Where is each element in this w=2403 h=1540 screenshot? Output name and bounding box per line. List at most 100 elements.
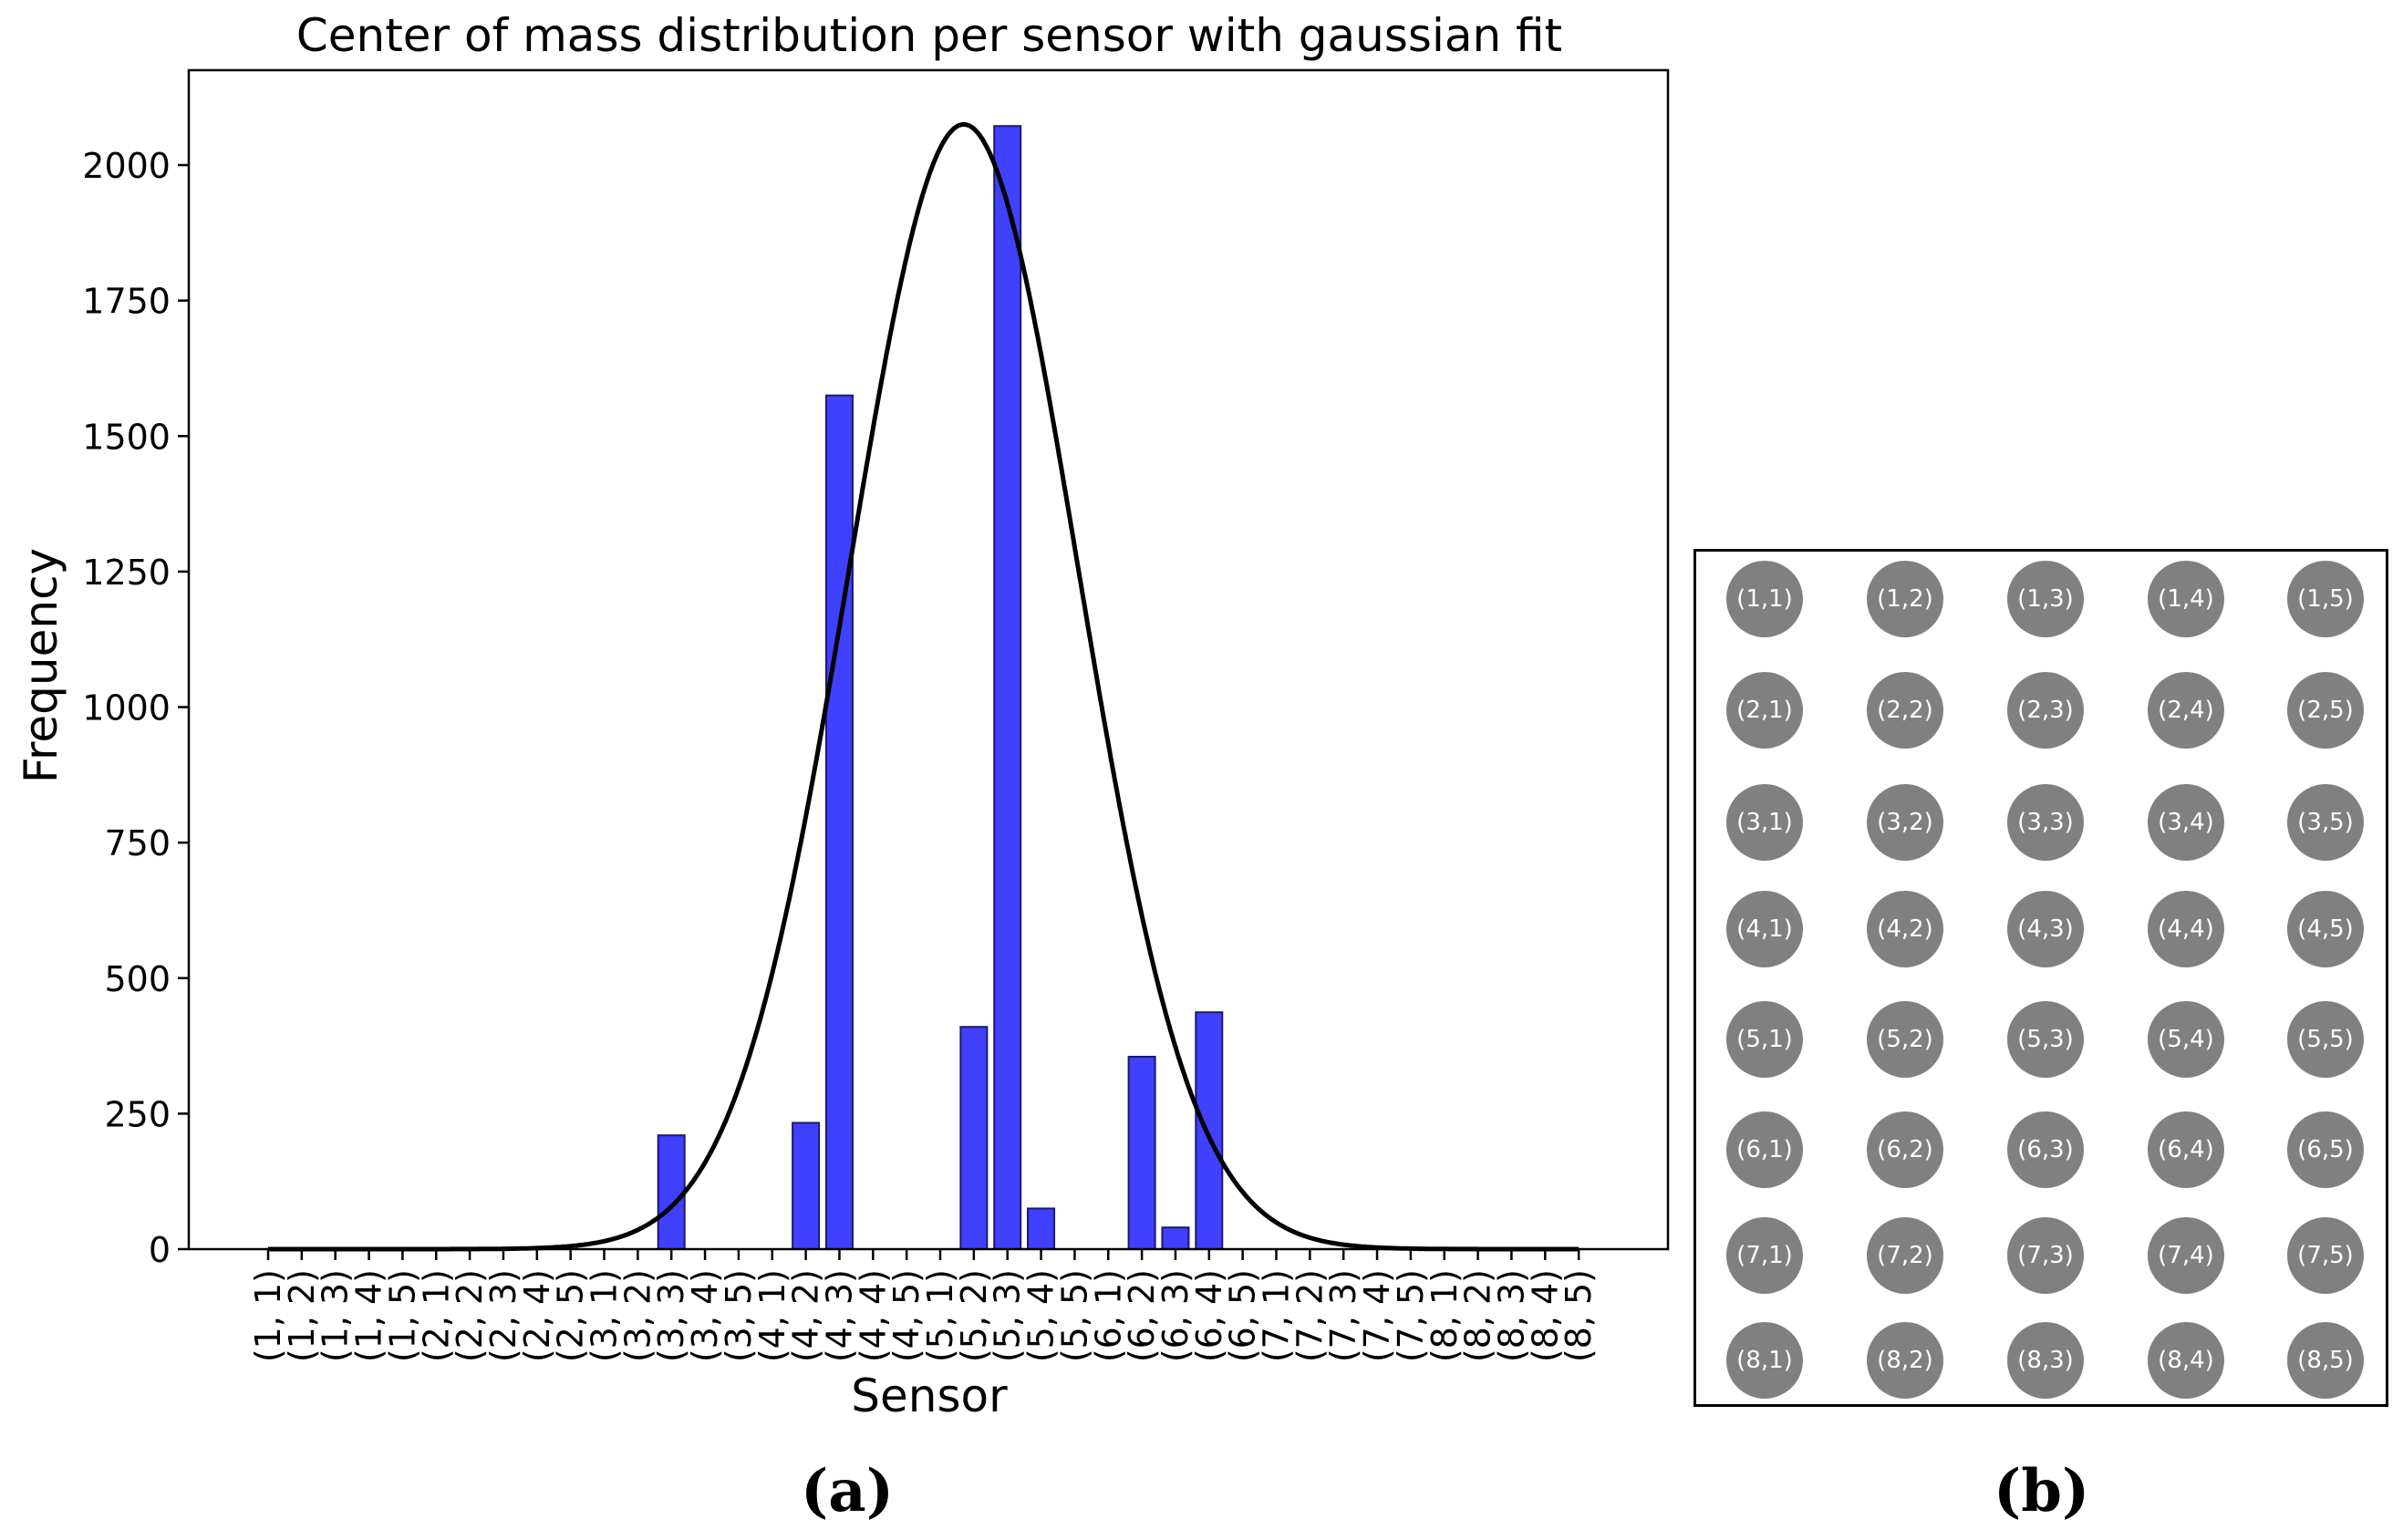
- x-tick-label: (1, 3): [316, 1269, 356, 1362]
- x-tick-label: (3, 5): [719, 1269, 759, 1362]
- x-axis-label: Sensor: [851, 1369, 1008, 1422]
- sensor-circle: (6,5): [2287, 1111, 2364, 1188]
- x-tick-label: (6, 4): [1189, 1269, 1229, 1362]
- x-tick-label: (6, 2): [1122, 1269, 1162, 1362]
- bar: [1127, 1055, 1156, 1250]
- sensor-circle: (4,1): [1726, 891, 1803, 967]
- chart-title: Center of mass distribution per sensor w…: [296, 9, 1562, 62]
- histogram-chart: Center of mass distribution per sensor w…: [15, 9, 1670, 1422]
- x-tick-label: (2, 3): [483, 1269, 523, 1362]
- sensor-circle: (6,1): [1726, 1111, 1803, 1188]
- sensor-circle: (5,3): [2007, 1001, 2084, 1078]
- x-tick-label: (5, 4): [1021, 1269, 1062, 1362]
- x-tick-label: (3, 2): [617, 1269, 658, 1362]
- bar: [959, 1026, 989, 1251]
- x-tick-label: (4, 1): [752, 1269, 792, 1362]
- x-tick-label: (4, 3): [819, 1269, 859, 1362]
- gaussian-fit-line: [268, 121, 1580, 1252]
- plot-frame: [187, 68, 1670, 1251]
- x-tick-label: (5, 1): [920, 1269, 960, 1362]
- x-tick-label: (7, 1): [1257, 1269, 1297, 1362]
- sensor-circle: (4,3): [2007, 891, 2084, 967]
- sensor-circle: (5,4): [2148, 1001, 2224, 1078]
- sensor-circle: (2,2): [1867, 672, 1943, 749]
- bar: [1027, 1207, 1056, 1251]
- y-tick-label: 2000: [82, 146, 171, 186]
- y-tick-label: 250: [104, 1094, 171, 1134]
- sensor-circle: (6,2): [1867, 1111, 1943, 1188]
- y-tick-label: 0: [149, 1230, 171, 1270]
- x-tick-label: (3, 1): [585, 1269, 625, 1362]
- sensor-circle: (5,5): [2287, 1001, 2364, 1078]
- sensor-circle: (4,5): [2287, 891, 2364, 967]
- sensor-circle: (3,2): [1867, 784, 1943, 861]
- sensor-circle: (1,2): [1867, 561, 1943, 637]
- x-tick-label: (5, 5): [1054, 1269, 1094, 1362]
- x-tick-label: (6, 3): [1155, 1269, 1196, 1362]
- x-tick-label: (8, 3): [1491, 1269, 1531, 1362]
- sensor-circle: (4,2): [1867, 891, 1943, 967]
- x-tick-label: (2, 5): [551, 1269, 591, 1362]
- x-tick-label: (1, 2): [282, 1269, 322, 1362]
- sensor-circle: (8,4): [2148, 1322, 2224, 1399]
- sensor-circle: (1,5): [2287, 561, 2364, 637]
- x-tick-label: (6, 1): [1088, 1269, 1128, 1362]
- sensor-circle: (1,3): [2007, 561, 2084, 637]
- sensor-circle: (2,4): [2148, 672, 2224, 749]
- sensor-circle: (8,5): [2287, 1322, 2364, 1399]
- sensor-circle: (3,5): [2287, 784, 2364, 861]
- sensor-circle: (7,1): [1726, 1217, 1803, 1294]
- x-tick-label: (5, 3): [988, 1269, 1028, 1362]
- x-tick-label: (8, 5): [1559, 1269, 1599, 1362]
- x-tick-label: (4, 5): [886, 1269, 927, 1362]
- sensor-circle: (3,3): [2007, 784, 2084, 861]
- x-tick-label: (5, 2): [954, 1269, 994, 1362]
- sensor-circle: (1,1): [1726, 561, 1803, 637]
- sensor-circle: (4,4): [2148, 891, 2224, 967]
- y-axis-label: Frequency: [15, 548, 67, 783]
- sensor-circle: (8,3): [2007, 1322, 2084, 1399]
- sensor-circle: (2,3): [2007, 672, 2084, 749]
- bar: [792, 1121, 821, 1250]
- sensor-circle: (7,5): [2287, 1217, 2364, 1294]
- y-tick-label: 1500: [82, 417, 171, 457]
- y-tick-label: 750: [104, 823, 171, 863]
- sensor-circle: (7,2): [1867, 1217, 1943, 1294]
- x-tick-label: (7, 5): [1391, 1269, 1431, 1362]
- x-tick-label: (7, 3): [1323, 1269, 1363, 1362]
- bar: [1195, 1011, 1224, 1251]
- panel-label-a: (a): [801, 1457, 895, 1525]
- x-tick-label: (8, 1): [1424, 1269, 1465, 1362]
- x-tick-label: (4, 4): [853, 1269, 893, 1362]
- x-tick-label: (2, 4): [517, 1269, 557, 1362]
- y-tick-label: 500: [104, 959, 171, 999]
- sensor-circle: (8,1): [1726, 1322, 1803, 1399]
- x-tick-label: (7, 2): [1290, 1269, 1330, 1362]
- sensor-grid-panel: (1,1) (1,2) (1,3) (1,4) (1,5) (2,1) (2,2) (2,3)…: [1693, 549, 2388, 1407]
- bar: [824, 394, 854, 1251]
- x-tick-label: (6, 5): [1223, 1269, 1263, 1362]
- bar: [657, 1134, 686, 1250]
- x-tick-label: (2, 2): [450, 1269, 490, 1362]
- sensor-circle: (5,2): [1867, 1001, 1943, 1078]
- bar: [1161, 1226, 1190, 1251]
- x-tick-label: (2, 1): [416, 1269, 456, 1362]
- x-tick-label: (1, 4): [349, 1269, 389, 1362]
- sensor-circle: (2,1): [1726, 672, 1803, 749]
- sensor-circle: (2,5): [2287, 672, 2364, 749]
- x-tick-label: (3, 3): [651, 1269, 691, 1362]
- sensor-circle: (7,3): [2007, 1217, 2084, 1294]
- sensor-circle: (5,1): [1726, 1001, 1803, 1078]
- x-tick-label: (7, 4): [1357, 1269, 1397, 1362]
- x-tick-label: (3, 4): [685, 1269, 725, 1362]
- x-tick-label: (8, 4): [1525, 1269, 1565, 1362]
- x-tick-label: (1, 1): [248, 1269, 288, 1362]
- sensor-circle: (8,2): [1867, 1322, 1943, 1399]
- y-tick-label: 1000: [82, 688, 171, 729]
- sensor-circle: (3,1): [1726, 784, 1803, 861]
- bar: [993, 125, 1022, 1251]
- panel-label-b: (b): [1994, 1457, 2090, 1525]
- sensor-circle: (6,4): [2148, 1111, 2224, 1188]
- x-tick-label: (8, 2): [1458, 1269, 1498, 1362]
- sensor-circle: (3,4): [2148, 784, 2224, 861]
